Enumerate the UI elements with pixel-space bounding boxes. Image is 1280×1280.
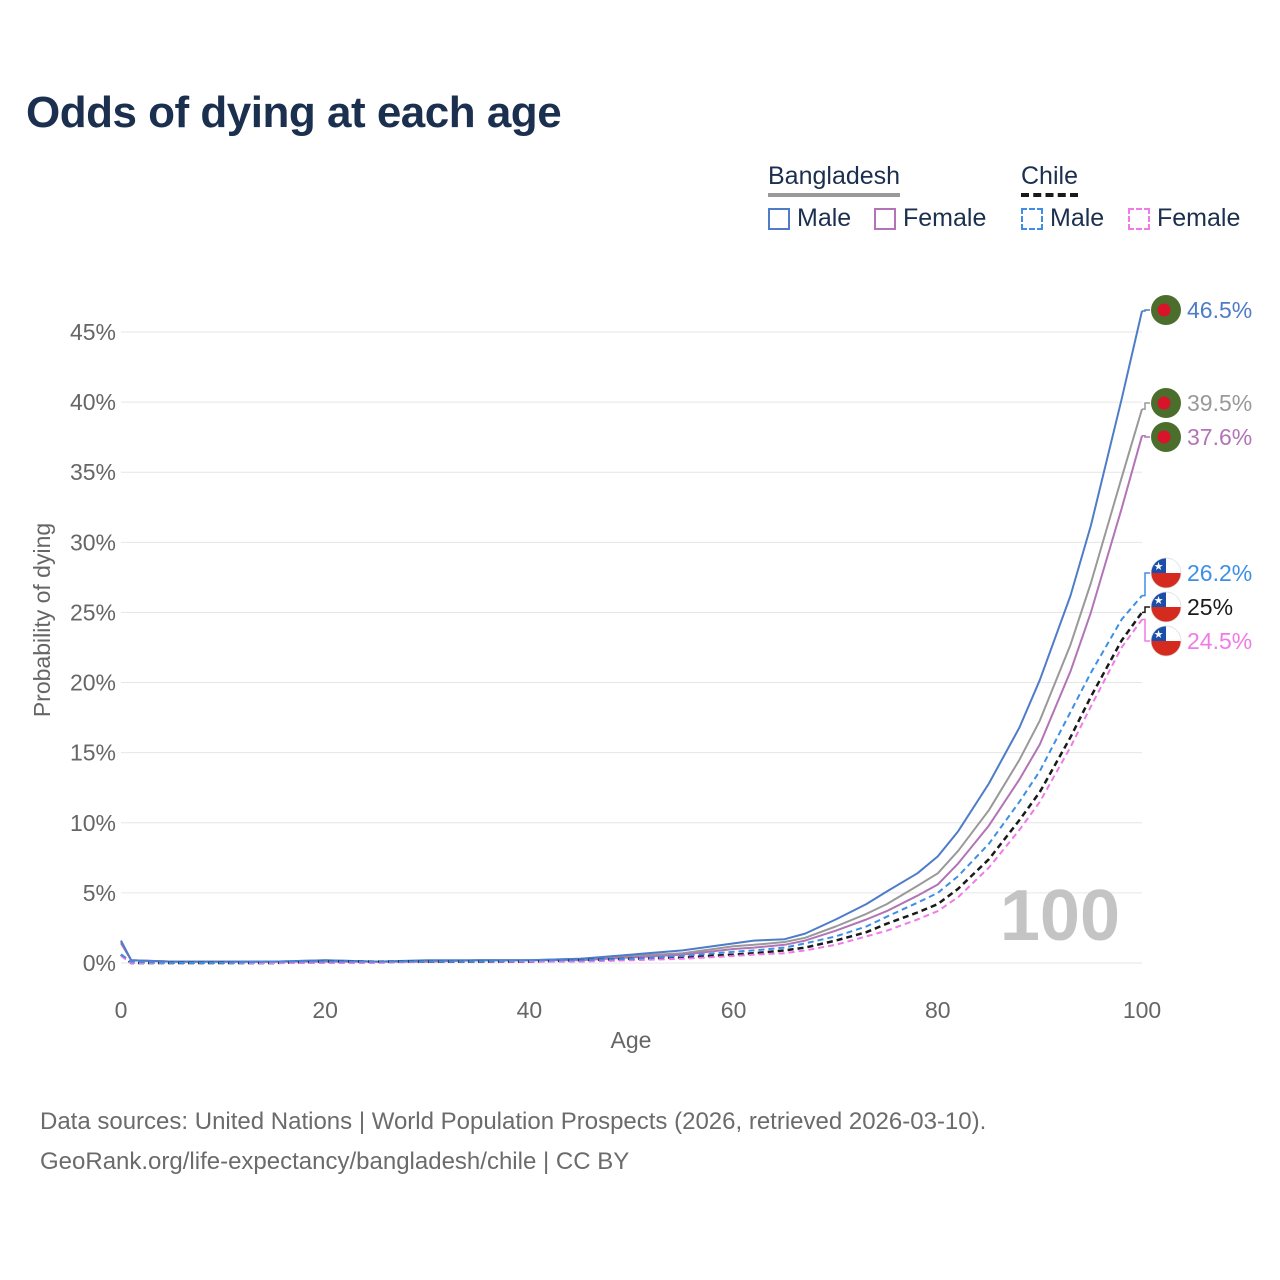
- footer-sources: Data sources: United Nations | World Pop…: [40, 1108, 987, 1135]
- footer-link[interactable]: GeoRank.org/life-expectancy/bangladesh/c…: [40, 1148, 630, 1175]
- y-tick-label: 0%: [83, 950, 116, 976]
- legend-item-bangladesh-male[interactable]: Male: [768, 204, 851, 233]
- y-axis-label: Probability of dying: [29, 523, 55, 717]
- end-label-chile-female: 24.5%: [1187, 628, 1252, 654]
- x-tick-label: 40: [517, 997, 543, 1023]
- end-label-connector: [1142, 435, 1150, 438]
- y-tick-label: 40%: [70, 389, 116, 415]
- end-label-connector: [1142, 606, 1150, 614]
- flag-disc: [1157, 396, 1171, 410]
- legend-swatch-chile-male: [1021, 207, 1043, 230]
- legend-label-bangladesh-female: Female: [903, 204, 987, 232]
- chile-flag-icon: ★: [1150, 557, 1182, 589]
- legend-label-bangladesh-male: Male: [797, 204, 852, 232]
- chile-flag-icon: ★: [1150, 591, 1182, 623]
- y-tick-label: 15%: [70, 740, 116, 766]
- legend-item-bangladesh-female[interactable]: Female: [874, 204, 986, 233]
- flag-body: ★: [1151, 626, 1181, 656]
- series-line-bangladesh-male[interactable]: [120, 310, 1143, 963]
- end-label-connector: [1142, 572, 1150, 597]
- x-tick-label: 60: [721, 997, 747, 1023]
- series-line-chile-male[interactable]: [120, 594, 1143, 964]
- legend-group-bangladesh: Bangladesh: [768, 162, 901, 197]
- bangladesh-flag-icon: [1151, 295, 1181, 325]
- series-line-bangladesh[interactable]: [120, 408, 1143, 963]
- x-tick-label: 0: [115, 997, 128, 1023]
- end-labels: 46.5% 39.5% 37.6% ★ 26.2% ★ 25% ★ 24.5%: [1142, 295, 1252, 657]
- flag-red: [1151, 641, 1181, 656]
- flag-body: ★: [1151, 592, 1181, 622]
- x-tick-label: 100: [1123, 997, 1161, 1023]
- grid-lines: [121, 331, 1142, 964]
- y-tick-label: 10%: [70, 810, 116, 836]
- x-axis-ticks: 0 20 40 60 80 100: [115, 997, 1162, 1023]
- flag-red: [1151, 607, 1181, 622]
- end-label-connector: [1142, 402, 1150, 410]
- flag-disc: [1157, 430, 1171, 444]
- legend-swatch-chile-female: [1128, 207, 1150, 230]
- legend-label-chile-male: Male: [1050, 204, 1105, 232]
- legend-swatch-bangladesh-female: [874, 207, 896, 230]
- end-label-connector: [1142, 309, 1150, 312]
- bangladesh-flag-icon: [1151, 422, 1181, 452]
- x-axis-label: Age: [611, 1027, 652, 1053]
- legend-line-bangladesh: [768, 193, 901, 197]
- series-line-chile[interactable]: [120, 611, 1144, 965]
- star-icon: ★: [1154, 628, 1164, 641]
- end-label-bangladesh-female: 37.6%: [1187, 424, 1252, 450]
- flag-body: ★: [1151, 558, 1181, 588]
- y-tick-label: 35%: [70, 459, 116, 485]
- y-axis-ticks: 0% 5% 10% 15% 20% 25% 30% 35% 40% 45%: [70, 319, 116, 976]
- legend-country-chile: Chile: [1021, 162, 1078, 190]
- bangladesh-flag-icon: [1151, 388, 1181, 418]
- end-label-chile: 25%: [1187, 594, 1233, 620]
- series-lines: [120, 310, 1144, 965]
- flag-outline: [1150, 557, 1182, 589]
- legend-country-bangladesh: Bangladesh: [768, 162, 901, 190]
- end-label-bangladesh: 39.5%: [1187, 390, 1252, 416]
- legend-item-chile-female[interactable]: Female: [1128, 204, 1240, 233]
- age-watermark: 100: [1000, 876, 1120, 956]
- flag-outline: [1150, 625, 1182, 657]
- y-tick-label: 25%: [70, 599, 116, 625]
- y-tick-label: 20%: [70, 670, 116, 696]
- legend-line-chile: [1021, 193, 1078, 197]
- series-line-chile-female[interactable]: [120, 618, 1143, 964]
- end-label-chile-male: 26.2%: [1187, 560, 1252, 586]
- star-icon: ★: [1154, 560, 1164, 573]
- x-tick-label: 80: [925, 997, 951, 1023]
- series-line-bangladesh-female[interactable]: [120, 435, 1143, 963]
- end-label-bangladesh-male: 46.5%: [1187, 297, 1252, 323]
- x-tick-label: 20: [312, 997, 338, 1023]
- flag-red: [1151, 573, 1181, 588]
- flag-outline: [1150, 591, 1182, 623]
- legend-group-chile: Chile: [1021, 162, 1078, 197]
- legend-swatch-bangladesh-male: [768, 207, 790, 230]
- flag-disc: [1157, 303, 1171, 317]
- legend-label-chile-female: Female: [1157, 204, 1241, 232]
- chile-flag-icon: ★: [1150, 625, 1182, 657]
- y-tick-label: 5%: [83, 880, 116, 906]
- star-icon: ★: [1154, 594, 1164, 607]
- chart-title: Odds of dying at each age: [26, 88, 562, 137]
- y-tick-label: 45%: [70, 319, 116, 345]
- end-label-connector: [1142, 618, 1150, 642]
- y-tick-label: 30%: [70, 529, 116, 555]
- legend-item-chile-male[interactable]: Male: [1021, 204, 1104, 233]
